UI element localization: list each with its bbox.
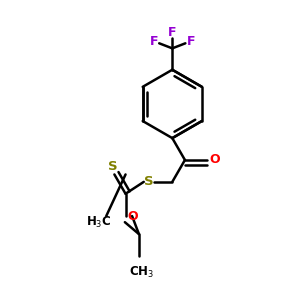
Text: CH$_3$: CH$_3$ xyxy=(129,265,155,280)
Text: F: F xyxy=(187,35,195,48)
Text: F: F xyxy=(168,26,176,39)
Text: O: O xyxy=(209,154,220,166)
Text: S: S xyxy=(108,160,117,172)
Text: O: O xyxy=(128,210,138,223)
Text: F: F xyxy=(150,35,158,48)
Text: S: S xyxy=(144,176,154,188)
Text: H$_3$C: H$_3$C xyxy=(86,214,112,230)
